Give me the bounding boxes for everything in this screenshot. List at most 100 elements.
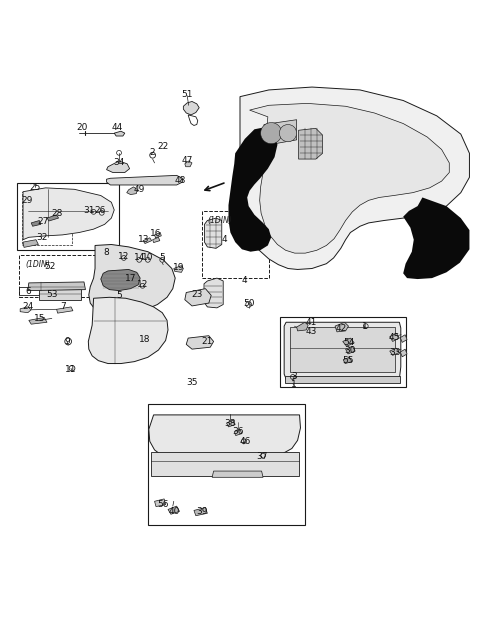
Circle shape (261, 123, 282, 144)
Polygon shape (155, 232, 161, 238)
Text: 47: 47 (181, 156, 193, 165)
Text: 5: 5 (159, 253, 165, 263)
Bar (39, 289, 81, 300)
Polygon shape (47, 215, 59, 221)
Polygon shape (101, 270, 140, 291)
Text: 8: 8 (104, 248, 109, 256)
Text: 21: 21 (202, 337, 213, 346)
Polygon shape (400, 349, 407, 357)
Polygon shape (228, 127, 277, 252)
Text: 2: 2 (150, 148, 156, 157)
Text: 43: 43 (305, 327, 317, 336)
Text: 12: 12 (137, 280, 148, 289)
Text: 55: 55 (343, 356, 354, 365)
Text: 40: 40 (168, 507, 180, 516)
Text: 16: 16 (150, 229, 162, 239)
Text: 26: 26 (94, 206, 106, 215)
Polygon shape (88, 298, 168, 363)
Polygon shape (127, 187, 137, 194)
Text: 23: 23 (191, 291, 203, 299)
Polygon shape (212, 471, 263, 477)
Text: 41: 41 (305, 318, 317, 327)
Text: 35: 35 (186, 378, 198, 387)
Text: 18: 18 (139, 335, 151, 344)
Polygon shape (89, 244, 175, 313)
Text: 9: 9 (64, 337, 70, 346)
Polygon shape (343, 357, 352, 363)
Polygon shape (107, 175, 182, 185)
Polygon shape (299, 128, 323, 159)
Bar (19, 287, 43, 296)
Text: 53: 53 (46, 291, 58, 299)
Text: 19: 19 (173, 263, 184, 272)
Polygon shape (204, 218, 222, 248)
Text: 22: 22 (157, 142, 169, 151)
Polygon shape (151, 452, 299, 476)
Text: 38: 38 (225, 418, 236, 427)
Polygon shape (285, 376, 400, 383)
Polygon shape (174, 266, 183, 272)
Polygon shape (183, 101, 199, 115)
Text: 6: 6 (25, 287, 31, 296)
Text: 39: 39 (196, 507, 207, 516)
Text: 33: 33 (389, 348, 400, 356)
Polygon shape (57, 307, 73, 313)
Bar (19, 255, 101, 298)
Text: 24: 24 (22, 303, 34, 311)
Polygon shape (23, 240, 38, 248)
Polygon shape (168, 506, 180, 514)
Text: 29: 29 (22, 196, 33, 205)
Polygon shape (346, 346, 355, 354)
Text: 11: 11 (65, 365, 77, 374)
Text: 44: 44 (112, 123, 123, 132)
Polygon shape (390, 348, 399, 355)
Polygon shape (400, 335, 407, 342)
Text: 10: 10 (142, 253, 154, 263)
Polygon shape (20, 307, 31, 313)
Text: 37: 37 (256, 452, 267, 461)
Text: 31: 31 (84, 206, 95, 215)
Polygon shape (264, 120, 297, 146)
Polygon shape (194, 508, 207, 516)
Polygon shape (28, 282, 85, 291)
Polygon shape (23, 188, 114, 240)
Bar (280, 318, 406, 387)
Text: 1: 1 (362, 322, 368, 330)
Polygon shape (29, 318, 47, 324)
Polygon shape (335, 322, 348, 332)
Polygon shape (234, 429, 242, 436)
Polygon shape (403, 197, 469, 279)
Text: 46: 46 (239, 437, 251, 446)
Text: 54: 54 (344, 339, 355, 348)
Text: 52: 52 (45, 261, 56, 270)
Polygon shape (186, 335, 214, 349)
Polygon shape (227, 420, 235, 427)
Text: 4: 4 (242, 277, 248, 285)
Text: 48: 48 (175, 176, 186, 185)
Polygon shape (107, 161, 130, 173)
Text: 17: 17 (125, 273, 136, 282)
Bar (202, 211, 269, 278)
Bar (148, 404, 305, 525)
Text: 20: 20 (76, 123, 87, 132)
Text: 3: 3 (291, 372, 297, 380)
Polygon shape (185, 289, 211, 306)
Text: (1DIN): (1DIN) (25, 260, 50, 269)
Polygon shape (390, 334, 399, 341)
Text: 36: 36 (232, 427, 244, 436)
Text: 42: 42 (335, 325, 347, 334)
Polygon shape (31, 220, 41, 226)
Text: 4: 4 (222, 235, 228, 244)
Text: 32: 32 (36, 233, 48, 242)
Polygon shape (155, 499, 166, 506)
Text: 45: 45 (389, 333, 400, 342)
Polygon shape (185, 161, 192, 166)
Text: 34: 34 (113, 158, 125, 167)
Text: 56: 56 (157, 500, 169, 509)
Text: (1DIN): (1DIN) (207, 216, 232, 225)
Text: 14: 14 (133, 253, 145, 263)
Text: 15: 15 (34, 315, 45, 323)
Polygon shape (343, 338, 354, 346)
Text: 1: 1 (291, 380, 297, 389)
Polygon shape (297, 322, 308, 331)
